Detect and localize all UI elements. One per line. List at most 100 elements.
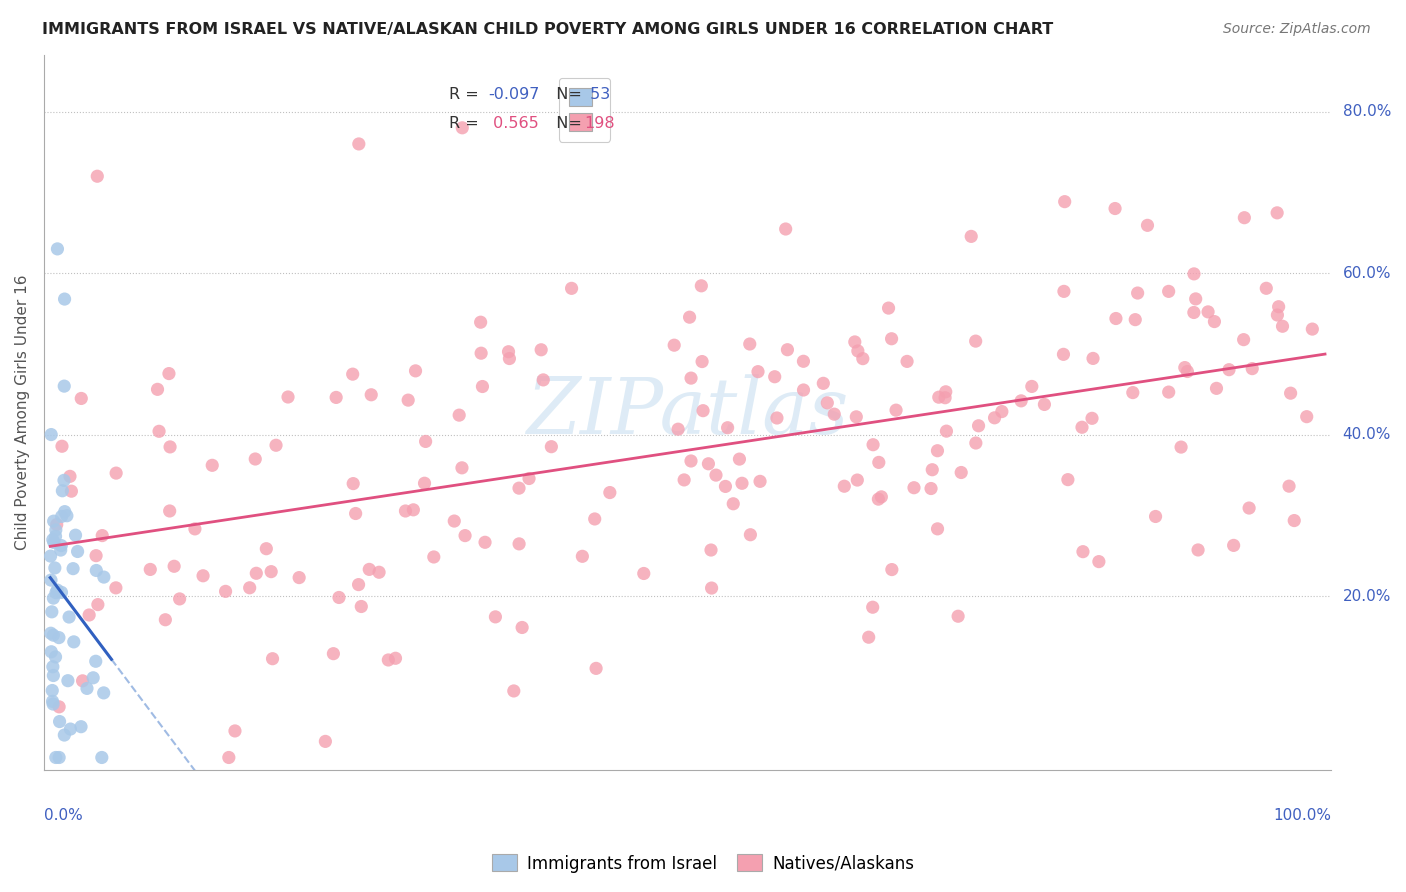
Legend: , : ,: [558, 78, 610, 142]
Text: 198: 198: [585, 115, 616, 130]
Point: [862, 438, 884, 452]
Text: N=: N=: [546, 115, 588, 130]
Point: [1237, 501, 1260, 516]
Point: [920, 482, 942, 496]
Point: [664, 338, 686, 352]
Point: [1187, 543, 1209, 558]
Point: [53, 473, 76, 487]
Point: [42, 628, 65, 642]
Point: [48, 699, 70, 714]
Point: [405, 364, 427, 378]
Point: [1233, 333, 1256, 347]
Point: [832, 479, 855, 493]
Point: [51, 585, 73, 599]
Point: [633, 566, 655, 581]
Point: [84, 549, 107, 563]
Point: [1295, 409, 1317, 424]
Point: [740, 527, 762, 541]
Point: [823, 407, 845, 421]
Point: [868, 455, 890, 469]
Point: [342, 476, 364, 491]
Point: [454, 528, 477, 542]
Point: [681, 371, 703, 385]
Point: [93, 686, 115, 700]
Point: [723, 497, 745, 511]
Point: [139, 562, 162, 576]
Point: [59, 722, 82, 736]
Text: 53: 53: [585, 87, 610, 102]
Point: [571, 549, 593, 564]
Point: [1177, 364, 1199, 378]
Point: [1104, 202, 1126, 216]
Point: [846, 473, 869, 487]
Point: [70, 720, 93, 734]
Point: [396, 393, 419, 408]
Point: [517, 471, 540, 485]
Point: [502, 684, 524, 698]
Point: [868, 492, 890, 507]
Point: [45, 750, 67, 764]
Point: [48, 750, 70, 764]
Point: [51, 483, 73, 498]
Point: [1052, 347, 1074, 361]
Point: [224, 723, 246, 738]
Point: [1265, 206, 1288, 220]
Point: [72, 673, 94, 688]
Point: [82, 671, 104, 685]
Point: [697, 457, 720, 471]
Text: ZIPatlas: ZIPatlas: [526, 375, 849, 450]
Point: [1284, 514, 1306, 528]
Point: [1267, 300, 1289, 314]
Point: [858, 630, 880, 644]
Point: [260, 565, 283, 579]
Point: [1204, 315, 1226, 329]
Point: [239, 581, 262, 595]
Point: [325, 391, 347, 405]
Point: [1256, 281, 1278, 295]
Point: [44, 561, 66, 575]
Point: [1010, 393, 1032, 408]
Point: [1197, 305, 1219, 319]
Point: [1174, 360, 1197, 375]
Point: [42, 591, 65, 606]
Point: [983, 410, 1005, 425]
Point: [1053, 285, 1076, 299]
Point: [87, 598, 110, 612]
Point: [1222, 538, 1244, 552]
Point: [470, 346, 492, 360]
Point: [935, 424, 957, 438]
Text: R =: R =: [450, 115, 484, 130]
Text: N=: N=: [546, 87, 588, 102]
Point: [1144, 509, 1167, 524]
Point: [666, 422, 689, 436]
Point: [42, 659, 65, 673]
Point: [766, 411, 789, 425]
Point: [42, 514, 65, 528]
Point: [360, 388, 382, 402]
Point: [39, 573, 62, 587]
Text: -0.097: -0.097: [488, 87, 540, 102]
Point: [148, 425, 170, 439]
Point: [498, 351, 520, 366]
Point: [960, 229, 983, 244]
Point: [845, 409, 868, 424]
Legend: Immigrants from Israel, Natives/Alaskans: Immigrants from Israel, Natives/Alaskans: [485, 847, 921, 880]
Point: [159, 440, 181, 454]
Text: 100.0%: 100.0%: [1274, 808, 1331, 823]
Point: [934, 391, 956, 405]
Point: [51, 439, 73, 453]
Point: [561, 281, 583, 295]
Point: [1278, 479, 1301, 493]
Point: [163, 559, 186, 574]
Point: [314, 734, 336, 748]
Point: [1241, 361, 1264, 376]
Point: [728, 452, 751, 467]
Point: [965, 334, 987, 348]
Point: [39, 427, 62, 442]
Point: [184, 522, 207, 536]
Point: [218, 750, 240, 764]
Point: [86, 169, 108, 184]
Point: [288, 571, 311, 585]
Point: [1123, 312, 1146, 326]
Point: [1301, 322, 1323, 336]
